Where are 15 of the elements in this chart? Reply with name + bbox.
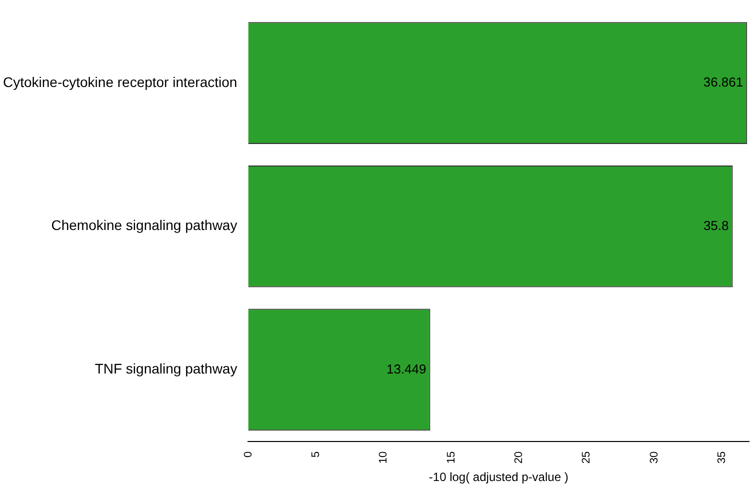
y-tick-label: TNF signaling pathway	[94, 360, 238, 377]
x-tick-label: 20	[512, 451, 525, 464]
x-tick-label: 0	[242, 451, 254, 458]
x-tick-label: 10	[378, 451, 390, 464]
x-tick-label: 35	[716, 451, 728, 464]
y-tick-label: Chemokine signaling pathway	[51, 217, 238, 234]
x-tick-label: 30	[648, 451, 660, 464]
x-tick-label: 15	[445, 451, 458, 464]
data-label: 13.449	[386, 361, 426, 376]
y-tick-label: Cytokine-cytokine receptor interaction	[2, 74, 238, 90]
x-axis-title: -10 log( adjusted p-value )	[428, 470, 568, 484]
data-label: 35.8	[703, 218, 729, 233]
x-tick-label: 25	[580, 451, 593, 464]
x-tick-label: 5	[310, 451, 322, 458]
data-label: 36.861	[703, 74, 744, 90]
